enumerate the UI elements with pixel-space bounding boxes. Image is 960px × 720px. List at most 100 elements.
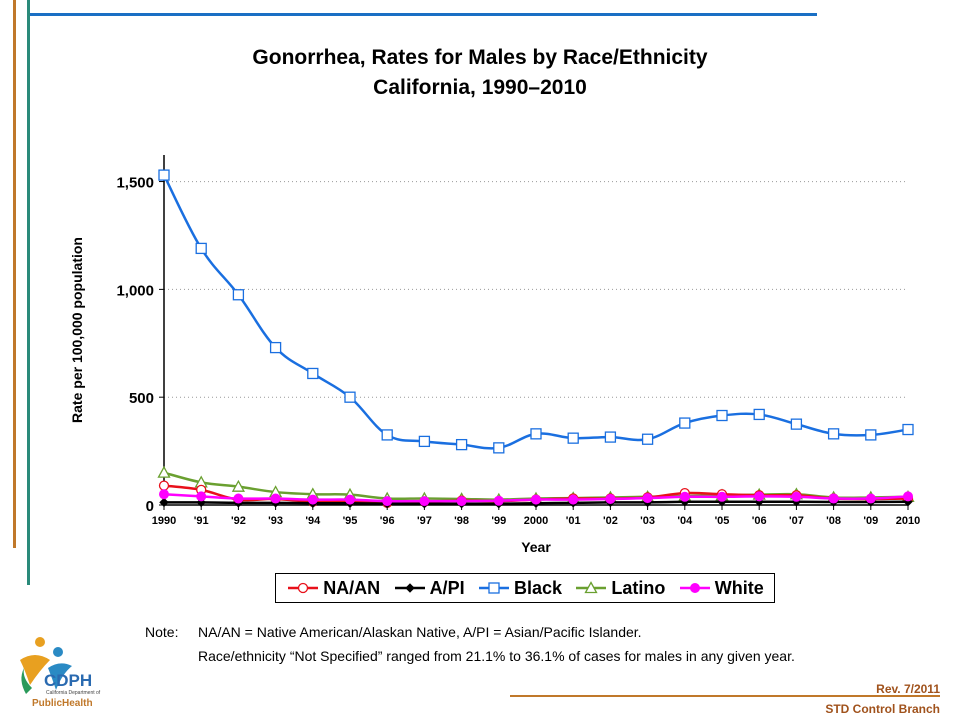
- x-tick-label: '09: [863, 515, 878, 527]
- x-tick-label: '96: [380, 515, 395, 527]
- series-layer: [157, 169, 915, 509]
- data-point-white: [456, 496, 467, 507]
- legend-marker-na-an: [298, 582, 309, 594]
- data-point-white: [159, 489, 169, 500]
- x-tick-label: '05: [715, 515, 730, 527]
- data-point-black: [307, 367, 319, 380]
- data-point-black: [790, 418, 803, 430]
- data-point-white: [642, 493, 653, 504]
- x-tick-label: 1990: [152, 515, 176, 527]
- x-tick-label: 2010: [896, 515, 920, 527]
- data-point-white: [865, 493, 876, 504]
- x-tick-label: '94: [305, 515, 321, 527]
- note-line-1: NA/AN = Native American/Alaskan Native, …: [198, 624, 642, 640]
- data-point-na-an: [158, 480, 170, 491]
- legend-marker-black: [488, 582, 500, 594]
- legend-item-na-an: NA/AN: [286, 578, 380, 599]
- data-point-black: [158, 169, 170, 181]
- legend-item-black: Black: [477, 578, 562, 599]
- left-orange-rule: [13, 0, 16, 548]
- legend-swatch-na-an: [288, 582, 319, 594]
- legend-swatch-white: [679, 583, 710, 593]
- data-point-black: [455, 438, 468, 451]
- top-blue-rule: [30, 13, 817, 16]
- y-tick-label: 1,000: [116, 282, 154, 299]
- legend-swatch-black: [478, 582, 509, 594]
- data-point-white: [754, 491, 765, 502]
- legend-marker-white: [689, 583, 700, 593]
- data-point-black: [827, 428, 840, 440]
- data-point-latino: [231, 479, 245, 492]
- data-point-white: [903, 491, 913, 502]
- legend-marker-latino: [584, 581, 598, 594]
- x-tick-label: 2000: [524, 515, 548, 527]
- y-tick-label: 1,500: [116, 175, 154, 192]
- data-point-a-pi: [159, 497, 169, 508]
- data-point-white: [717, 491, 727, 502]
- data-point-black: [753, 408, 765, 421]
- chart-title: Gonorrhea, Rates for Males by Race/Ethni…: [252, 46, 708, 69]
- x-tick-label: '07: [789, 515, 804, 527]
- y-tick-label: 500: [129, 390, 154, 407]
- x-tick-label: '02: [603, 515, 618, 527]
- x-tick-label: '93: [268, 515, 283, 527]
- data-point-black: [530, 428, 542, 440]
- x-axis-label: Year: [521, 539, 551, 555]
- data-point-black: [604, 431, 617, 443]
- branch-name: STD Control Branch: [825, 702, 940, 716]
- data-point-white: [270, 493, 281, 504]
- data-point-latino: [157, 465, 171, 478]
- left-teal-rule: [27, 0, 30, 585]
- data-point-white: [196, 491, 207, 502]
- data-point-black: [381, 429, 393, 441]
- data-point-white: [828, 493, 839, 504]
- data-point-white: [493, 495, 504, 506]
- legend-label: NA/AN: [323, 577, 381, 598]
- legend-label: Latino: [611, 577, 666, 598]
- data-point-black: [493, 442, 505, 454]
- note-line-2: Race/ethnicity “Not Specified” ranged fr…: [198, 648, 795, 664]
- data-point-white: [233, 493, 244, 504]
- data-point-white: [345, 494, 355, 505]
- legend-label: White: [714, 577, 764, 598]
- legend-swatch-a-pi: [394, 583, 425, 593]
- x-tick-label: '06: [752, 515, 767, 527]
- series-white: [159, 489, 913, 507]
- y-axis-label: Rate per 100,000 population: [69, 237, 85, 423]
- axes-layer: 0 500 1,000 1,500 1990 '91 '92 '93 '94 '95 '96 '97 '…: [116, 155, 920, 527]
- data-point-black: [232, 289, 245, 301]
- legend-label: Black: [513, 577, 562, 598]
- cdph-logo-icon: CDPH California Department of PublicHeal…: [20, 637, 101, 709]
- legend-item-latino: Latino: [574, 578, 665, 599]
- svg-text:PublicHealth: PublicHealth: [32, 698, 93, 709]
- revision-date: Rev. 7/2011: [876, 682, 940, 696]
- data-point-white: [419, 496, 430, 507]
- x-tick-label: '04: [677, 515, 693, 527]
- series-black: [158, 169, 914, 454]
- data-point-white: [382, 496, 393, 507]
- x-tick-label: '03: [640, 515, 655, 527]
- data-point-black: [716, 409, 728, 422]
- legend-swatch-latino: [576, 581, 607, 594]
- data-point-black: [679, 417, 691, 429]
- data-point-black: [195, 242, 207, 255]
- x-tick-label: '98: [454, 515, 469, 527]
- data-point-white: [791, 491, 802, 502]
- legend-marker-a-pi: [404, 583, 415, 593]
- y-tick-label: 0: [146, 498, 154, 515]
- x-tick-label: '08: [826, 515, 841, 527]
- x-tick-label: '92: [231, 515, 246, 527]
- svg-text:CDPH: CDPH: [44, 671, 92, 690]
- data-point-white: [679, 491, 690, 502]
- x-tick-label: '99: [491, 515, 506, 527]
- data-point-white: [568, 494, 579, 505]
- data-point-white: [605, 493, 616, 504]
- data-point-white: [307, 494, 318, 505]
- x-tick-label: '97: [417, 515, 432, 527]
- data-point-black: [269, 341, 282, 354]
- cdph-logo: CDPH California Department of PublicHeal…: [10, 630, 130, 710]
- line-chart: 0 500 1,000 1,500 1990 '91 '92 '93 '94 '95 '96 '97 '…: [69, 155, 920, 555]
- x-tick-label: '01: [566, 515, 581, 527]
- data-point-black: [865, 429, 877, 441]
- footer-rule: [510, 695, 940, 697]
